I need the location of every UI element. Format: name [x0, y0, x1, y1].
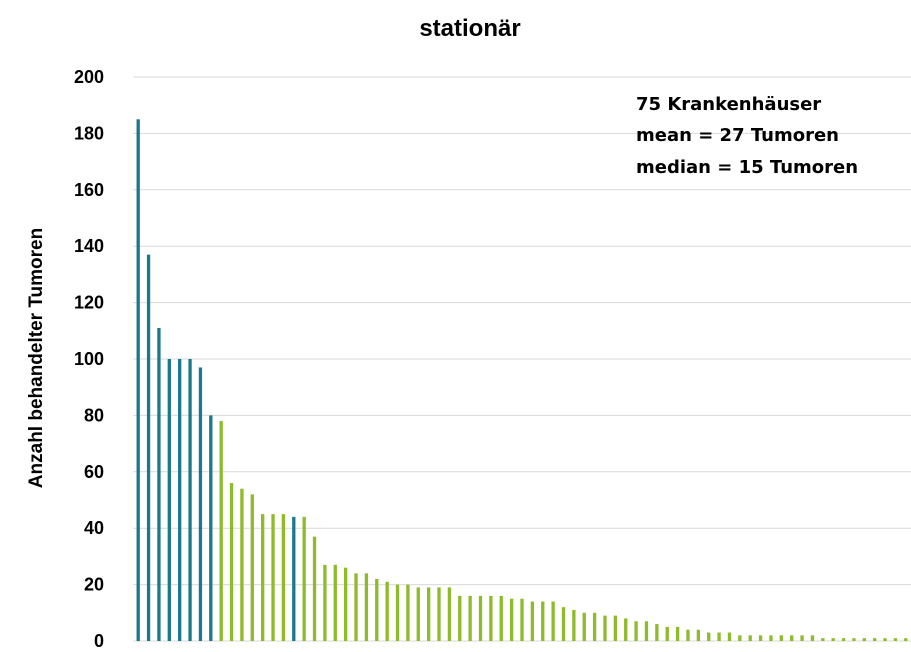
bar	[364, 573, 369, 641]
bar	[146, 254, 151, 641]
bar	[312, 536, 317, 641]
bar	[447, 587, 452, 641]
bar	[696, 629, 701, 641]
bar	[541, 601, 545, 641]
y-tick-label: 100	[74, 349, 104, 369]
bar	[634, 621, 638, 641]
bar	[292, 516, 296, 641]
y-axis-label: Anzahl behandelter Tumoren	[26, 228, 47, 488]
chart-title: stationär	[419, 15, 520, 42]
bar	[831, 638, 835, 641]
bar	[655, 624, 659, 641]
y-tick-label: 0	[94, 631, 104, 651]
bar	[613, 615, 618, 641]
bar	[675, 626, 680, 641]
bar	[437, 587, 441, 641]
y-tick-label: 140	[74, 236, 104, 256]
bar	[790, 635, 794, 641]
bar	[644, 621, 649, 641]
y-tick-label: 40	[84, 518, 104, 538]
bar	[250, 494, 254, 641]
y-tick-label: 20	[84, 575, 104, 595]
bar	[229, 483, 234, 641]
bar	[426, 587, 431, 641]
bar	[572, 609, 576, 641]
bar	[302, 516, 306, 641]
bar	[686, 629, 690, 641]
bar	[779, 635, 783, 641]
y-tick-label: 120	[74, 293, 104, 313]
annotation-mean: mean = 27 Tumoren	[636, 125, 839, 146]
bar	[758, 635, 763, 641]
bar	[478, 595, 483, 641]
annotation-hospitals: 75 Krankenhäuser	[636, 94, 821, 115]
y-tick-label: 80	[84, 405, 104, 425]
bar	[209, 415, 213, 641]
bars	[136, 119, 908, 642]
bar	[551, 601, 555, 641]
annotation-box: 75 Krankenhäuser mean = 27 Tumoren media…	[636, 94, 858, 178]
bar	[499, 595, 503, 641]
bar	[458, 595, 462, 641]
bar	[603, 615, 607, 641]
annotation-median: median = 15 Tumoren	[636, 157, 858, 178]
bar	[354, 573, 358, 641]
bar	[520, 598, 524, 641]
bar	[561, 607, 566, 641]
bar	[385, 581, 389, 641]
y-axis-ticks: 0 20 40 60 80 100 120 140 160 180 200	[74, 67, 104, 651]
bar	[375, 578, 379, 641]
bar	[665, 626, 669, 641]
bar	[395, 584, 400, 641]
bar	[406, 584, 410, 641]
bar	[261, 514, 265, 641]
bar	[323, 564, 327, 641]
bar	[281, 514, 286, 641]
bar	[343, 567, 348, 641]
bar	[800, 635, 804, 641]
bar	[582, 612, 586, 641]
bar	[810, 635, 815, 641]
bar	[167, 359, 171, 641]
bar	[624, 618, 628, 641]
bar	[333, 564, 337, 641]
bar	[841, 638, 846, 641]
bar	[468, 595, 472, 641]
bar	[893, 638, 898, 641]
bar	[821, 638, 825, 641]
bar	[738, 635, 742, 641]
bar	[727, 632, 732, 641]
y-tick-label: 180	[74, 123, 104, 143]
bar	[240, 488, 244, 641]
bar	[489, 595, 493, 641]
bar	[188, 359, 192, 641]
bar	[769, 635, 773, 641]
bar	[416, 587, 420, 641]
bar	[592, 612, 597, 641]
bar	[136, 119, 140, 642]
bar	[178, 359, 182, 641]
bar	[852, 638, 856, 641]
y-tick-label: 200	[74, 67, 104, 87]
bar	[717, 632, 721, 641]
y-tick-label: 160	[74, 180, 104, 200]
bar	[271, 514, 275, 641]
bar	[904, 638, 908, 641]
bar	[157, 327, 161, 641]
bar	[219, 421, 223, 641]
bar	[748, 635, 752, 641]
bar	[509, 598, 514, 641]
bar	[530, 601, 535, 641]
bar	[862, 638, 866, 641]
bar	[198, 367, 203, 641]
bar	[883, 638, 887, 641]
bar	[873, 638, 877, 641]
bar	[707, 632, 711, 641]
y-tick-label: 60	[84, 462, 104, 482]
